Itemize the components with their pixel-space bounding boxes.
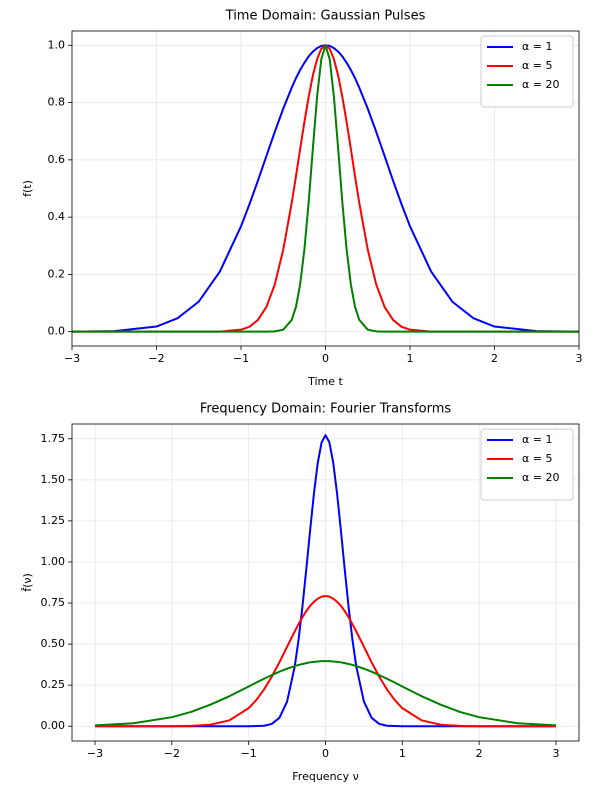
y-tick-label: 1.00	[41, 555, 66, 568]
y-tick-label: 1.25	[41, 514, 66, 527]
y-tick-label: 0.75	[41, 596, 66, 609]
legend-label: α = 20	[522, 78, 559, 91]
x-axis-label: Time t	[307, 375, 343, 388]
x-tick-label: 3	[576, 352, 583, 365]
x-tick-label: −2	[148, 352, 164, 365]
legend-box	[480, 35, 574, 108]
x-tick-label: 0	[322, 352, 329, 365]
x-tick-label: −3	[87, 747, 103, 760]
y-tick-label: 0.2	[48, 267, 66, 280]
x-tick-label: 2	[476, 747, 483, 760]
plot-frame	[71, 30, 580, 347]
legend-label: α = 5	[522, 59, 552, 72]
x-axis-label: Frequency ν	[292, 770, 358, 783]
x-tick-label: 0	[322, 747, 329, 760]
series-line	[72, 44, 579, 333]
legend-label: α = 1	[522, 433, 552, 446]
legend-label: α = 20	[522, 471, 559, 484]
y-tick-label: 1.0	[48, 38, 66, 51]
series-line	[95, 594, 556, 728]
y-tick-label: 0.8	[48, 96, 66, 109]
legend-label: α = 5	[522, 452, 552, 465]
x-tick-label: −2	[164, 747, 180, 760]
y-tick-label: 1.50	[41, 473, 66, 486]
plot-frame	[71, 423, 580, 742]
y-tick-label: 0.0	[48, 325, 66, 338]
chart-title: Time Domain: Gaussian Pulses	[225, 9, 426, 24]
legend-box	[480, 428, 574, 501]
y-tick-label: 0.4	[48, 210, 66, 223]
x-tick-label: 3	[552, 747, 559, 760]
x-tick-label: −1	[233, 352, 249, 365]
x-tick-label: 1	[399, 747, 406, 760]
y-tick-label: 0.25	[41, 678, 66, 691]
series-line	[95, 434, 556, 728]
x-tick-label: 1	[407, 352, 414, 365]
y-tick-label: 0.00	[41, 719, 66, 732]
legend-label: α = 1	[522, 40, 552, 53]
y-tick-label: 0.50	[41, 637, 66, 650]
y-axis-label: f̂(ν)	[21, 573, 34, 592]
y-tick-label: 0.6	[48, 153, 66, 166]
chart-title: Frequency Domain: Fourier Transforms	[200, 402, 452, 417]
x-tick-label: 2	[491, 352, 498, 365]
x-tick-label: −1	[241, 747, 257, 760]
y-tick-label: 1.75	[41, 432, 66, 445]
y-axis-label: f(t)	[21, 180, 34, 197]
x-tick-label: −3	[64, 352, 80, 365]
series-line	[94, 660, 557, 727]
